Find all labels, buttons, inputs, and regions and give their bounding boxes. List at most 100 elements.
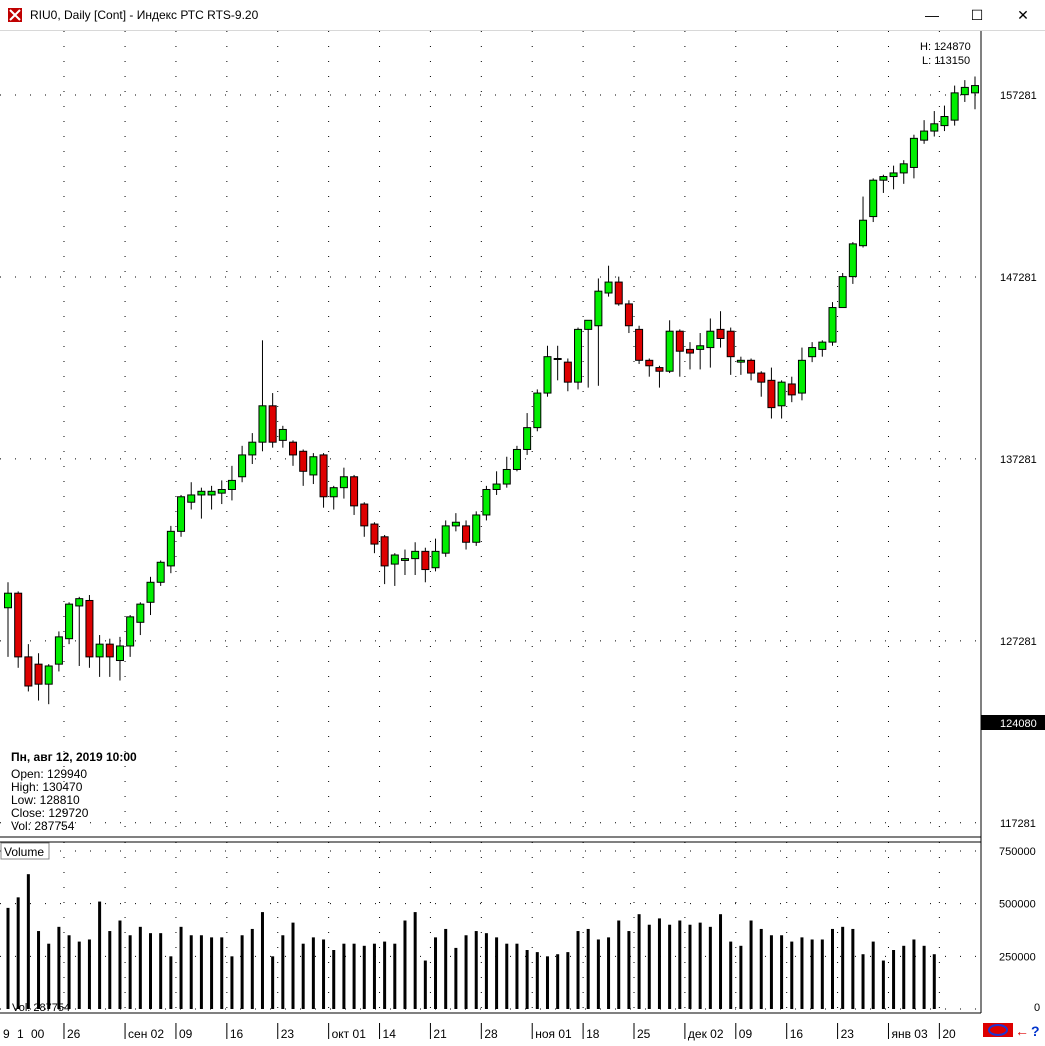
- date-tick-label: 16: [230, 1027, 244, 1041]
- volume-bar: [729, 941, 733, 1009]
- volume-bar: [250, 928, 254, 1009]
- date-tick-label: 9: [3, 1027, 10, 1041]
- volume-bar: [912, 939, 916, 1009]
- volume-bar: [810, 939, 814, 1009]
- candle-body: [115, 645, 124, 662]
- volume-bar: [149, 933, 153, 1009]
- candle-body: [95, 643, 104, 658]
- candle-body: [716, 328, 725, 339]
- link-icon[interactable]: [983, 1023, 1013, 1037]
- candle-body: [156, 561, 165, 583]
- volume-bar: [607, 937, 611, 1009]
- volume-tick-label: 750000: [999, 846, 1036, 858]
- candle-body: [329, 487, 338, 498]
- volume-bar: [759, 928, 763, 1009]
- info-panel: Пн, авг 12, 2019 10:00 Open: 129940 High…: [11, 750, 137, 833]
- candle-body: [350, 476, 359, 507]
- candle-body: [584, 319, 593, 330]
- volume-bar: [545, 956, 549, 1009]
- candle-body: [268, 405, 277, 443]
- volume-pane-label[interactable]: Volume: [0, 842, 50, 860]
- candle-body: [574, 328, 583, 383]
- candle-body: [859, 219, 868, 247]
- candle-body: [380, 536, 389, 567]
- candle-body: [553, 357, 562, 360]
- maximize-button[interactable]: ☐: [970, 7, 984, 23]
- volume-bar: [179, 926, 183, 1009]
- close-button[interactable]: ✕: [1017, 7, 1029, 23]
- volume-bar: [220, 937, 224, 1009]
- candle-body: [248, 441, 257, 456]
- date-tick-label: 18: [586, 1027, 600, 1041]
- minimize-button[interactable]: —: [925, 7, 939, 23]
- candlestick-chart[interactable]: 157281 147281 137281 127281 117281 750000 500…: [0, 31, 1045, 1041]
- volume-bar: [474, 931, 478, 1009]
- candle-body: [462, 525, 471, 543]
- volume-bar: [617, 920, 621, 1009]
- volume-bar: [67, 935, 71, 1009]
- candle-body: [207, 490, 216, 496]
- volume-bar: [332, 950, 336, 1009]
- volume-bar: [87, 939, 91, 1009]
- candle-body: [747, 359, 756, 374]
- volume-bar: [189, 935, 193, 1009]
- chart-area[interactable]: 157281 147281 137281 127281 117281 750000 500…: [0, 31, 1045, 1041]
- volume-axis-labels: 750000 500000 250000 0: [999, 846, 1040, 1014]
- volume-bar: [291, 922, 295, 1009]
- candle-body: [767, 379, 776, 409]
- volume-bar: [383, 941, 387, 1009]
- candle-body: [299, 450, 308, 472]
- info-open: Open: 129940: [11, 767, 87, 781]
- volume-bar: [627, 931, 631, 1009]
- candle-body: [14, 592, 23, 658]
- candle-body: [787, 383, 796, 396]
- candle-body: [400, 558, 409, 561]
- volume-bar: [230, 956, 234, 1009]
- candle-body: [685, 348, 694, 354]
- grid-lines: [0, 31, 981, 1013]
- help-icon[interactable]: ?: [1031, 1023, 1040, 1039]
- volume-bar: [26, 874, 30, 1009]
- info-date: Пн, авг 12, 2019 10:00: [11, 750, 137, 764]
- candle-body: [309, 456, 318, 476]
- volume-bar: [37, 931, 41, 1009]
- volume-bar: [922, 945, 926, 1009]
- volume-bar: [159, 933, 163, 1009]
- volume-bar: [6, 907, 10, 1009]
- volume-bar: [861, 954, 865, 1009]
- candle-body: [696, 345, 705, 350]
- candle-body: [187, 494, 196, 503]
- date-tick-label: окт 01: [332, 1027, 367, 1041]
- candle-body: [889, 172, 898, 178]
- candle-body: [960, 86, 969, 96]
- price-axis-labels: 157281 147281 137281 127281 117281: [1000, 90, 1037, 830]
- back-arrow-icon[interactable]: ←: [1015, 1023, 1029, 1039]
- candle-body: [146, 581, 155, 603]
- volume-bar: [637, 914, 641, 1009]
- window-title: RIU0, Daily [Cont] - Индекс РТС RTS-9.20: [30, 8, 259, 22]
- date-tick-label: сен 02: [128, 1027, 164, 1041]
- candle-body: [777, 381, 786, 407]
- candle-body: [879, 176, 888, 181]
- candle-body: [431, 550, 440, 569]
- info-low: Low: 128810: [11, 793, 80, 807]
- candle-body: [533, 392, 542, 429]
- date-axis-labels: 9 1 00 26 сен 02 09 16 23 окт 01 14 21 28 ноя 01 18 25…: [3, 1023, 956, 1041]
- candle-body: [34, 663, 43, 685]
- volume-bar: [138, 926, 142, 1009]
- date-tick-label: ноя 01: [535, 1027, 572, 1041]
- date-tick-label: 16: [790, 1027, 804, 1041]
- candle-body: [166, 530, 175, 567]
- candle-body: [451, 521, 460, 527]
- candle-body: [563, 361, 572, 383]
- price-tick-label: 127281: [1000, 636, 1037, 648]
- volume-bar: [423, 960, 427, 1009]
- volume-bar: [790, 941, 794, 1009]
- hl-marker: H: 124870 L: 113150: [920, 41, 971, 67]
- volume-bar: [596, 939, 600, 1009]
- date-tick-label: 28: [484, 1027, 498, 1041]
- candle-body: [278, 428, 287, 441]
- price-tick-label: 137281: [1000, 454, 1037, 466]
- volume-bar: [403, 920, 407, 1009]
- volume-bar: [749, 920, 753, 1009]
